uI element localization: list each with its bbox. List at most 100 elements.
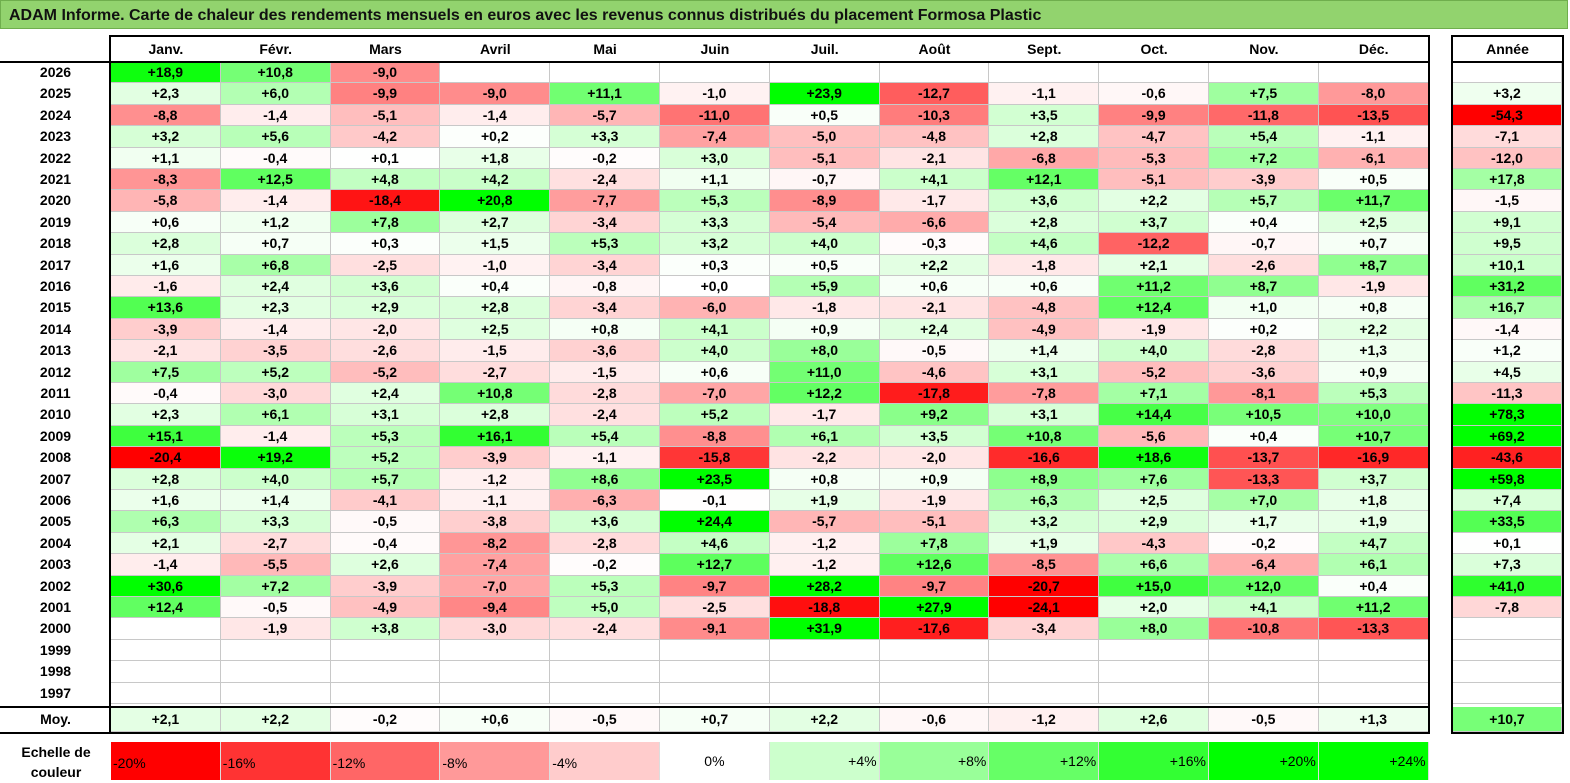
heatmap-cell: +30,6 <box>111 575 221 597</box>
heatmap-cell: -0,7 <box>1209 233 1319 255</box>
heatmap-cell: -3,9 <box>1209 169 1319 191</box>
heatmap-cell: +3,2 <box>660 233 770 255</box>
heatmap-cell: -0,7 <box>769 169 880 191</box>
annual-cell: -1,4 <box>1453 318 1562 341</box>
heatmap-cell: -2,6 <box>1209 254 1319 276</box>
heatmap-cell <box>440 62 551 84</box>
year-label: 2017 <box>39 256 72 273</box>
heatmap-cell: -1,9 <box>879 490 990 512</box>
heatmap-cell: +6,0 <box>220 83 331 105</box>
year-label: 2025 <box>39 85 72 102</box>
average-label: Moy. <box>40 711 71 727</box>
color-scale-stop: +20% <box>1209 742 1319 780</box>
heatmap-cell: +2,4 <box>879 318 990 341</box>
year-label: 2012 <box>39 363 72 380</box>
month-header: Juil. <box>769 37 880 62</box>
heatmap-cell: +1,4 <box>989 340 1100 362</box>
heatmap-cell: -11,0 <box>660 104 770 127</box>
heatmap-cell: -1,4 <box>220 318 331 341</box>
heatmap-cell: +4,0 <box>220 468 331 490</box>
heatmap-cell: -2,1 <box>111 340 221 362</box>
heatmap-cell: -13,7 <box>1209 447 1319 469</box>
heatmap-cell: +2,5 <box>1099 490 1209 512</box>
year-label: 2015 <box>39 299 72 316</box>
heatmap-cell: +2,9 <box>1099 511 1209 533</box>
heatmap-cell: -1,6 <box>111 276 221 298</box>
heatmap-cell: +0,9 <box>879 468 990 490</box>
heatmap-cell: +0,8 <box>769 468 880 490</box>
heatmap-cell <box>879 661 990 683</box>
heatmap-cell <box>1318 639 1429 662</box>
color-scale-label: Echelle de couleur <box>21 744 91 780</box>
month-header: Févr. <box>220 37 331 62</box>
heatmap-cell: +4,6 <box>660 532 770 555</box>
heatmap-cell: +3,2 <box>111 126 221 148</box>
heatmap-cell <box>111 639 221 662</box>
heatmap-cell: +0,6 <box>879 276 990 298</box>
heatmap-cell: -5,1 <box>1099 169 1209 191</box>
heatmap-cell: -8,5 <box>989 554 1100 576</box>
heatmap-cell <box>769 639 880 662</box>
year-label: 2004 <box>39 534 72 551</box>
heatmap-cell: +4,8 <box>330 169 441 191</box>
heatmap-cell: -13,3 <box>1318 618 1429 640</box>
heatmap-cell: -18,8 <box>769 597 880 619</box>
year-label: 2002 <box>39 577 72 594</box>
heatmap-cell: -1,7 <box>769 404 880 426</box>
heatmap-cell: +3,7 <box>1318 468 1429 490</box>
heatmap-cell <box>1209 639 1319 662</box>
heatmap-cell: +3,6 <box>550 511 660 533</box>
heatmap-cell: -8,2 <box>440 532 551 555</box>
year-label: 2026 <box>39 64 72 80</box>
heatmap-cell: -1,4 <box>440 104 551 127</box>
heatmap-cell: -13,3 <box>1209 468 1319 490</box>
average-separator <box>0 706 1429 708</box>
heatmap-cell: -9,9 <box>1099 104 1209 127</box>
heatmap-cell: +1,1 <box>111 147 221 169</box>
heatmap-cell: +5,3 <box>660 190 770 212</box>
year-label: 2024 <box>39 106 72 123</box>
heatmap-cell: +5,2 <box>220 361 331 383</box>
heatmap-cell <box>1099 682 1209 704</box>
average-cell: +2,2 <box>769 707 880 732</box>
annual-cell: -11,3 <box>1453 383 1562 405</box>
heatmap-cell: +5,6 <box>220 126 331 148</box>
heatmap-cell: -2,1 <box>879 297 990 319</box>
heatmap-cell: -5,5 <box>220 554 331 576</box>
heatmap-cell: -0,5 <box>330 511 441 533</box>
heatmap-cell: -7,8 <box>989 383 1100 405</box>
color-scale-stop: -12% <box>330 742 441 780</box>
heatmap-cell: +6,3 <box>111 511 221 533</box>
annual-cell <box>1453 661 1562 683</box>
heatmap-cell: -3,4 <box>550 254 660 276</box>
average-cell: +1,3 <box>1318 707 1429 732</box>
heatmap-cell: +15,0 <box>1099 575 1209 597</box>
color-scale-stop: +4% <box>769 742 880 780</box>
heatmap-cell: -6,0 <box>660 297 770 319</box>
heatmap-cell: +10,7 <box>1318 425 1429 448</box>
heatmap-cell: +5,3 <box>550 575 660 597</box>
heatmap-cell: +2,4 <box>330 383 441 405</box>
annual-cell: +41,0 <box>1453 575 1562 597</box>
month-header: Nov. <box>1209 37 1319 62</box>
heatmap-cell <box>550 639 660 662</box>
month-header: Juin <box>660 37 770 62</box>
heatmap-cell: +3,6 <box>330 276 441 298</box>
heatmap-cell: -7,7 <box>550 190 660 212</box>
heatmap-cell: +2,0 <box>1099 597 1209 619</box>
heatmap-cell: +5,2 <box>660 404 770 426</box>
heatmap-cell <box>220 639 331 662</box>
heatmap-cell: -1,4 <box>220 190 331 212</box>
heatmap-cell: +9,2 <box>879 404 990 426</box>
heatmap-cell: -4,9 <box>989 318 1100 341</box>
heatmap-cell: +10,8 <box>989 425 1100 448</box>
year-label: 2008 <box>39 449 72 466</box>
heatmap-cell: +0,6 <box>660 361 770 383</box>
heatmap-cell <box>111 661 221 683</box>
heatmap-cell: -7,4 <box>440 554 551 576</box>
heatmap-cell: -7,0 <box>440 575 551 597</box>
heatmap-cell: -17,6 <box>879 618 990 640</box>
heatmap-cell: +0,2 <box>440 126 551 148</box>
annual-cell: +69,2 <box>1453 425 1562 448</box>
heatmap-cell <box>330 661 441 683</box>
